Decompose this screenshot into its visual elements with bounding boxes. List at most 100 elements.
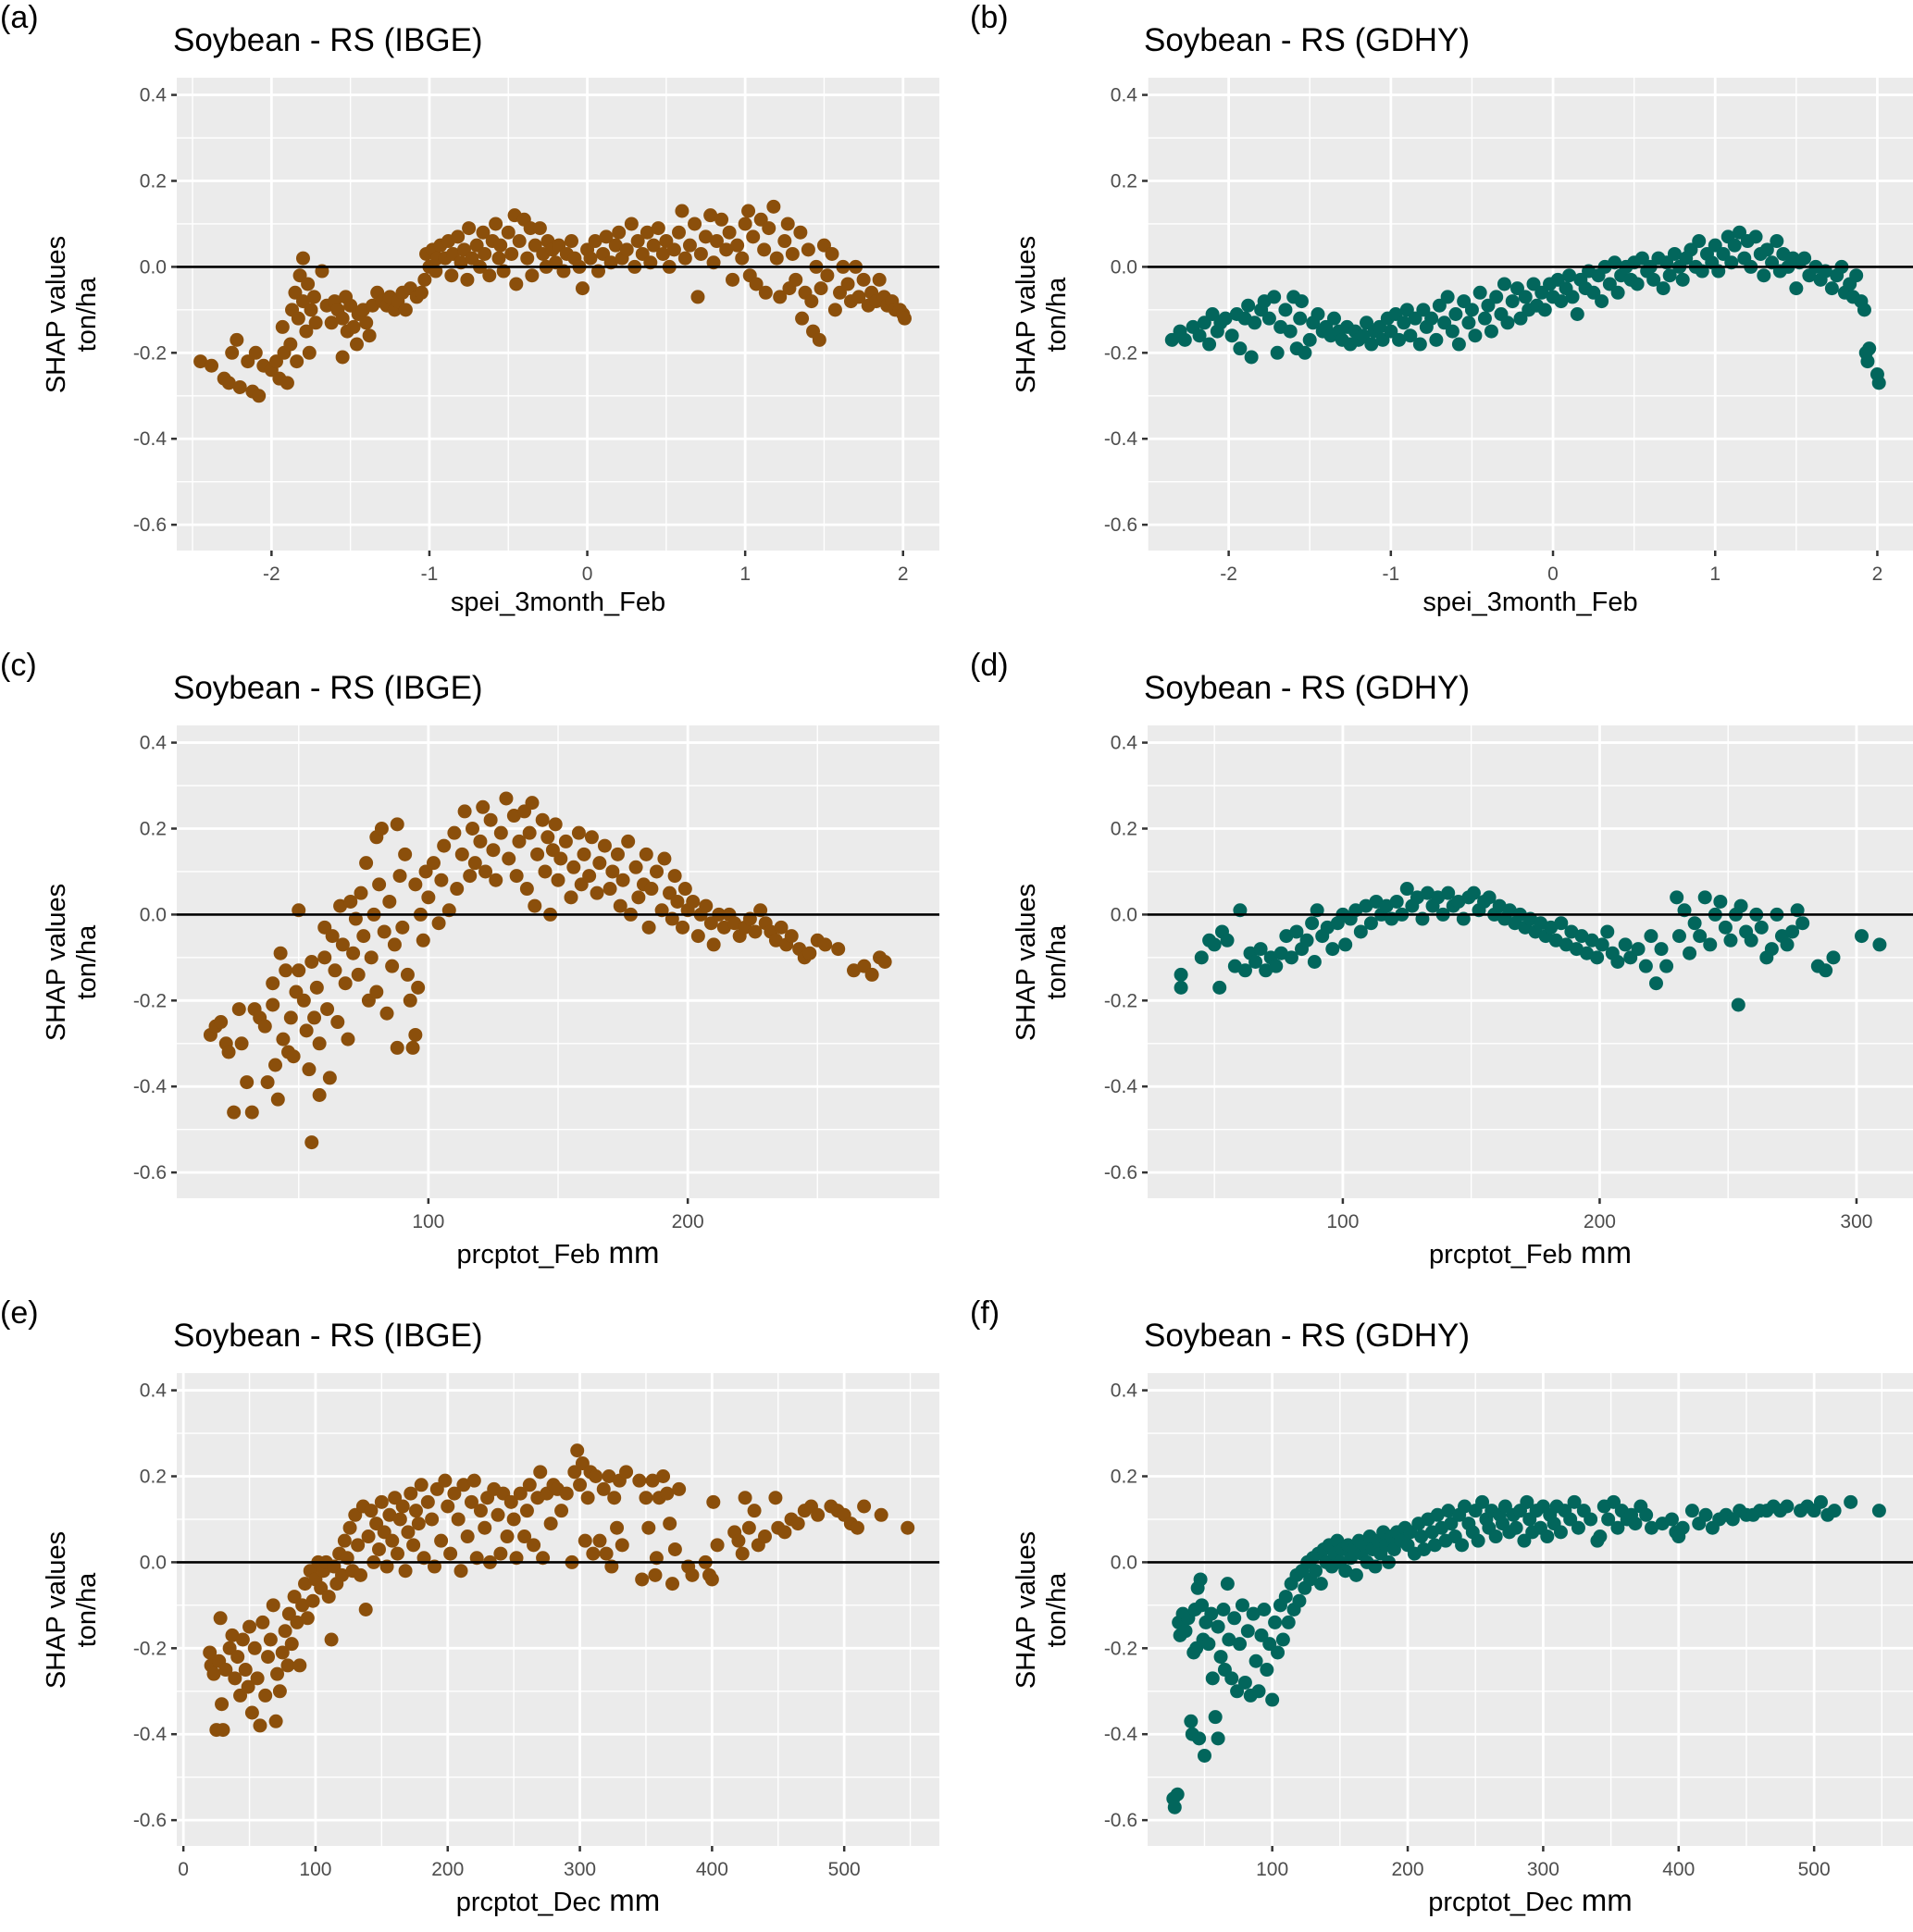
y-tick-label: -0.2 — [1104, 990, 1137, 1011]
data-point — [872, 272, 887, 287]
data-point — [607, 1491, 622, 1505]
data-point — [1260, 1663, 1274, 1678]
chart-title: Soybean - RS (GDHY) — [1144, 22, 1471, 58]
data-point — [699, 898, 714, 913]
y-tick-label: -0.6 — [133, 514, 167, 536]
data-point — [757, 242, 772, 257]
data-point — [408, 877, 423, 892]
data-point — [590, 886, 604, 900]
data-point — [1270, 345, 1285, 360]
data-point — [351, 967, 366, 982]
data-point — [1698, 1507, 1713, 1522]
data-point — [864, 967, 879, 982]
scatter-plot: 0.4 0.2 0.0 -0.2 -0.4 -0.6 100 200 — [133, 725, 939, 1232]
data-point — [1610, 1520, 1625, 1535]
y-tick-label: -0.2 — [1104, 342, 1137, 364]
data-point — [738, 1491, 752, 1505]
y-axis-label-line1: SHAP values — [1012, 235, 1041, 393]
data-point — [260, 1075, 275, 1090]
data-point — [578, 1533, 592, 1548]
data-point — [335, 1567, 350, 1582]
data-point — [831, 942, 846, 957]
data-point — [1854, 929, 1869, 944]
data-point — [686, 894, 701, 909]
data-point — [1497, 277, 1511, 291]
data-point — [1610, 955, 1625, 969]
data-point — [610, 1520, 625, 1535]
data-point — [1662, 268, 1677, 283]
data-point — [1392, 332, 1407, 347]
y-tick-label: 0.2 — [1111, 1466, 1137, 1487]
data-point — [346, 319, 361, 334]
y-tick-label: 0.0 — [140, 256, 167, 278]
data-point — [248, 345, 263, 360]
data-point — [709, 234, 724, 249]
data-point — [317, 950, 332, 965]
data-point — [266, 997, 280, 1012]
data-point — [804, 294, 819, 309]
data-point — [1211, 1731, 1225, 1746]
x-axis-unit: mm — [600, 1235, 660, 1269]
data-point — [1363, 916, 1378, 931]
data-point — [390, 1040, 404, 1055]
data-point — [741, 204, 756, 218]
x-tick-label: -2 — [263, 564, 280, 585]
data-point — [1468, 328, 1483, 343]
data-point — [1475, 1494, 1490, 1509]
data-point — [240, 1075, 255, 1090]
y-axis-label-line2: ton/ha — [1042, 924, 1072, 999]
data-point — [1770, 234, 1784, 249]
data-point — [570, 1443, 585, 1458]
data-point — [335, 937, 350, 952]
data-point — [325, 929, 340, 944]
data-point — [1241, 298, 1256, 313]
data-point — [1429, 332, 1444, 347]
data-point — [722, 225, 737, 240]
data-point — [706, 937, 721, 952]
data-point — [1703, 937, 1718, 952]
data-point — [795, 311, 810, 326]
x-tick-label: 500 — [1798, 1859, 1831, 1880]
data-point — [657, 851, 672, 866]
data-point — [621, 834, 636, 848]
data-point — [790, 1517, 805, 1531]
data-point — [1292, 1593, 1307, 1608]
data-point — [359, 316, 374, 330]
data-point — [1195, 1598, 1210, 1613]
data-point — [610, 847, 625, 861]
data-point — [512, 234, 527, 249]
data-point — [592, 1533, 607, 1548]
data-point — [321, 1590, 336, 1604]
data-point — [272, 1684, 287, 1699]
data-point — [1397, 316, 1411, 330]
data-point — [564, 890, 578, 905]
data-point — [227, 1105, 242, 1120]
data-point — [500, 1530, 515, 1544]
data-point — [1570, 307, 1584, 321]
data-point — [464, 1494, 478, 1509]
data-point — [597, 838, 612, 853]
data-point — [273, 946, 288, 960]
data-point — [364, 950, 379, 965]
data-point — [1441, 886, 1456, 900]
data-point — [379, 1006, 394, 1021]
data-point — [304, 303, 318, 317]
x-tick-label: 1 — [1709, 564, 1720, 585]
data-point — [768, 1491, 783, 1505]
y-tick-label: 0.4 — [140, 1381, 168, 1402]
data-point — [525, 268, 540, 283]
y-tick-label: -0.6 — [133, 1810, 167, 1831]
panel-e: 0.4 0.2 0.0 -0.2 -0.4 -0.6 0 100 200 300 400 500 (e)… — [0, 1295, 956, 1932]
data-point — [493, 238, 508, 253]
data-point — [640, 225, 654, 240]
data-point — [284, 1637, 299, 1652]
data-point — [1554, 916, 1569, 931]
data-point — [1593, 1530, 1608, 1544]
y-tick-label: 0.2 — [1111, 170, 1137, 192]
data-point — [1311, 307, 1325, 321]
data-point — [1184, 1714, 1199, 1728]
data-point — [509, 869, 524, 884]
data-point — [632, 1473, 647, 1488]
data-point — [491, 251, 506, 266]
data-point — [1693, 929, 1708, 944]
